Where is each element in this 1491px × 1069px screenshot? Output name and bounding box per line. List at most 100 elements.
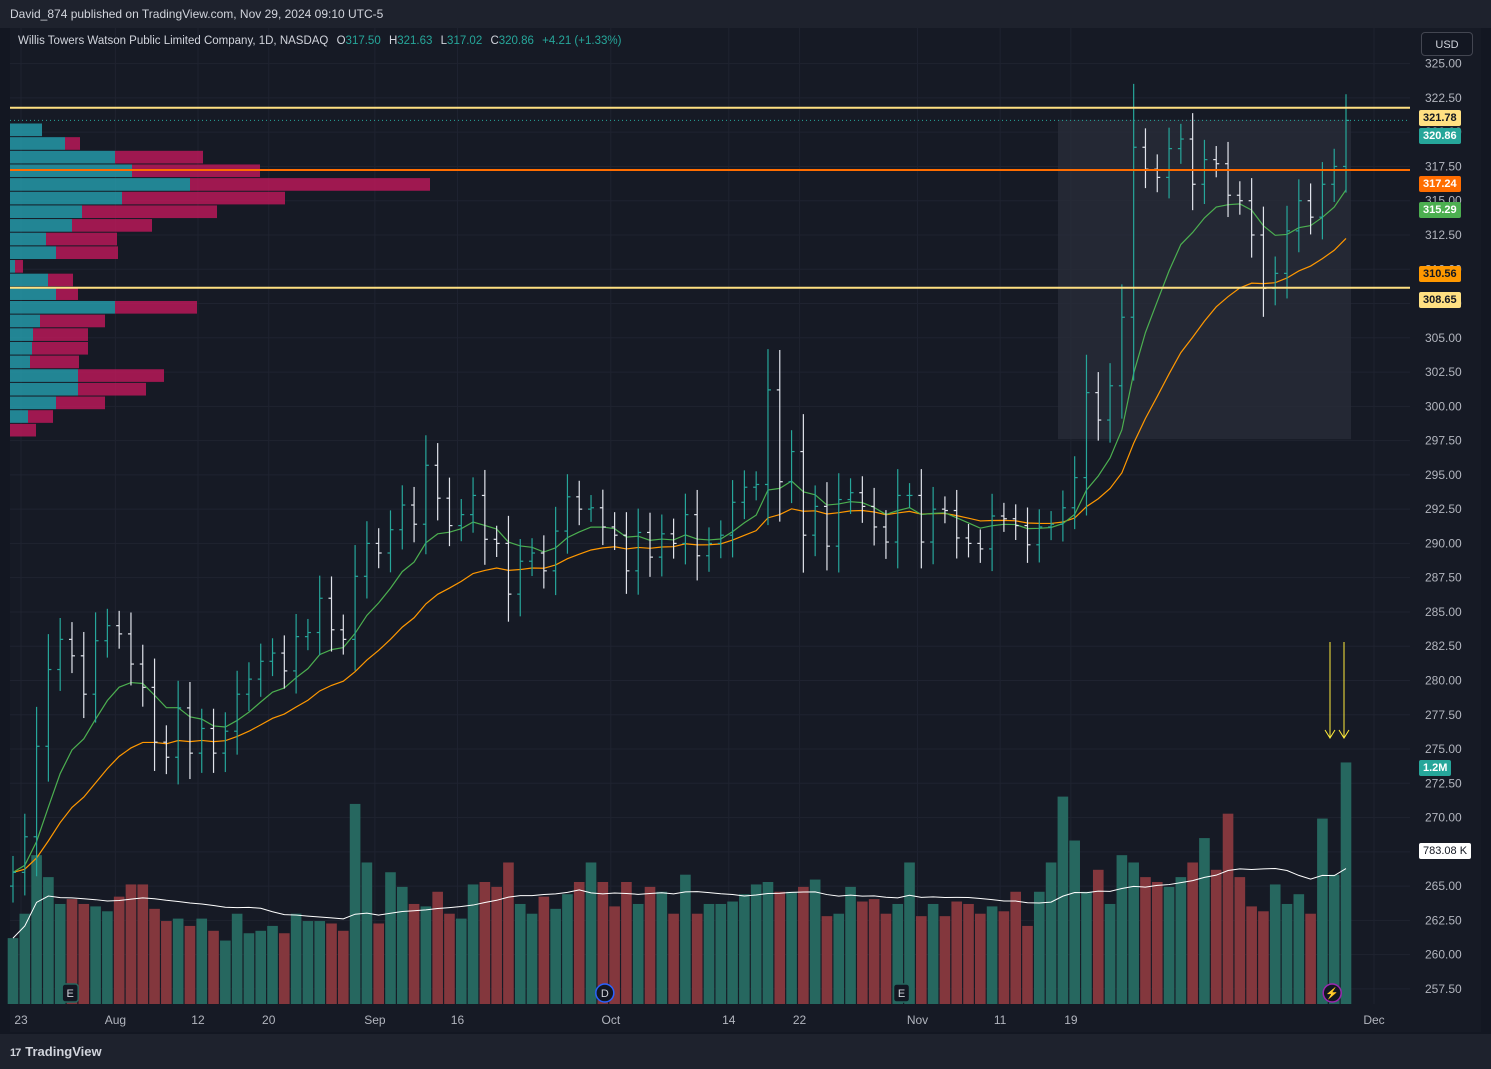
ohlc-bar [198,708,205,773]
ohlc-bar [977,529,984,563]
volume-bar [573,882,585,1004]
ohlc-bar [458,499,465,542]
volume-bar [361,862,373,1004]
profile-bar-up [10,328,33,341]
dividend-icon[interactable]: D [595,983,615,1003]
volume-bar [1246,906,1257,1004]
profile-bar-up [10,314,40,328]
time-tick-label: Sep [364,1013,386,1027]
ohlc-bar [1118,284,1125,419]
volume-bar [467,884,479,1004]
lightning-icon[interactable]: ⚡ [1322,983,1342,1003]
tradingview-logo[interactable]: 17 TradingView [10,1044,102,1059]
ohlc-bar [163,725,170,775]
volume-bar [125,884,137,1004]
currency-button[interactable]: USD [1421,32,1473,56]
volume-bar [750,884,762,1004]
volume-bar [562,894,573,1004]
ohlc-bar [33,706,40,877]
ohlc-bar [481,469,488,565]
volume-bar [455,918,467,1004]
ohlc-bar [882,510,889,559]
profile-bar-up [10,205,82,219]
profile-bar-down [33,328,88,341]
ohlc-bar [918,469,925,569]
time-tick-label: 20 [262,1013,276,1027]
price-tick-label: 325.00 [1425,57,1462,71]
volume-bar [267,925,278,1004]
volume-bar [302,921,314,1004]
volume-bar [1069,840,1080,1004]
event-marker-bg [1322,983,1342,1003]
ema-slow-badge: 310.56 [1419,266,1461,282]
ema-fast-badge: 315.29 [1419,202,1461,218]
profile-bar-up [10,287,56,300]
profile-bar-down [65,137,80,150]
profile-bar-down [78,369,164,382]
high-key: H [388,35,398,47]
ohlc-bar [800,414,807,573]
ohlc-bar [1248,178,1255,258]
earnings-icon[interactable]: E [892,983,911,1003]
ohlc-bar [812,485,819,557]
ohlc-bar [1036,509,1043,563]
price-tick-label: 285.00 [1425,605,1462,619]
volume-bar [514,903,526,1004]
publisher-bar: David_874 published on TradingView.com, … [0,0,1491,28]
volume-bar [432,891,443,1004]
arrow-head [1338,729,1350,739]
ohlc-bar [434,443,441,521]
ohlc-bar [953,489,960,559]
ohlc-bar [269,638,276,677]
ohlc-bar [21,813,28,896]
volume-bar [1234,877,1246,1004]
price-tick-label: 265.00 [1425,879,1462,893]
ohlc-bar [92,612,99,723]
volume-bar [703,903,715,1004]
earnings-icon[interactable]: E [61,983,79,1003]
volume-bar [349,803,361,1004]
profile-bar-down [56,396,105,410]
open-key: O [336,35,346,47]
volume-bar [998,911,1010,1004]
profile-bar-up [10,246,56,260]
volume-bar [632,903,644,1004]
ohlc-bar [729,480,736,558]
volume-bar [1199,838,1210,1004]
ohlc-bar [186,682,193,780]
ohlc-bar [717,520,724,559]
volume-bar [975,913,986,1004]
event-marker-label: E [67,988,74,1000]
volume-bar [809,879,821,1004]
ohlc-bar [1130,83,1137,381]
volume-bar [1328,874,1340,1004]
profile-bar-down [78,382,146,396]
ohlc-bar [234,670,241,755]
event-marker-label: E [898,988,905,1000]
tradingview-logo-icon: 17 [10,1047,21,1059]
ohlc-bar [623,512,630,594]
ohlc-bar [340,614,347,655]
ohlc-bar [1213,146,1220,178]
ohlc-bar [1095,372,1102,441]
volume-bar [1175,877,1187,1004]
publisher-line: David_874 published on TradingView.com, … [10,7,384,21]
profile-bar-down [10,423,36,437]
volume-badge: 1.2M [1419,760,1452,776]
volume-bar [951,901,963,1004]
price-tick-label: 300.00 [1425,399,1462,413]
profile-bar-up [10,232,46,246]
ohlc-bar [1166,127,1173,199]
change-value: +4.21 (+1.33%) [542,35,622,47]
time-tick-label: 14 [722,1013,736,1027]
profile-bar-up [10,137,65,150]
ohlc-bar [1284,205,1291,299]
volume-bar [314,921,326,1004]
volume-bar [243,933,255,1004]
volume-ma-badge: 783.08 K [1419,843,1472,859]
ohlc-bar [989,493,996,572]
ohlc-bar [859,476,866,523]
volume-bar [172,918,184,1004]
ohlc-bar [210,708,217,773]
